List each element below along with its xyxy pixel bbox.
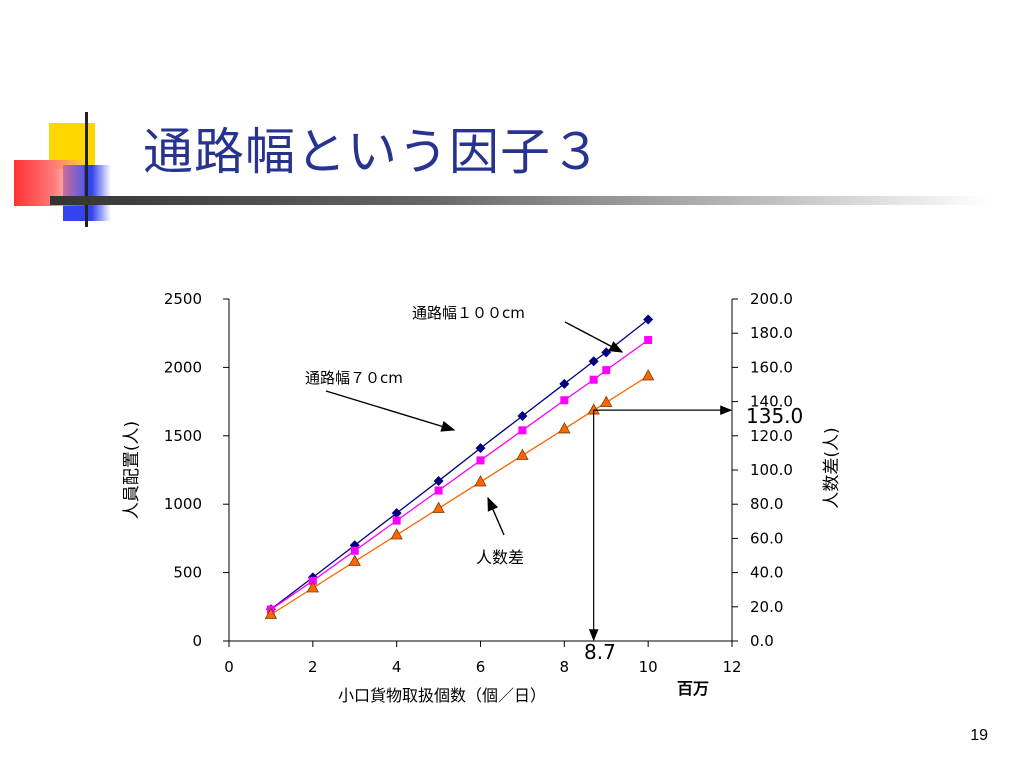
x-axis-unit: 百万: [677, 679, 709, 698]
x-axis-label: 小口貨物取扱個数（個／日）: [338, 686, 546, 705]
title-underline: [50, 196, 990, 205]
y-axis-left-label: 人員配置(人): [122, 421, 142, 519]
y-right-tick-label: 120.0: [750, 427, 793, 445]
data-point: [264, 607, 278, 619]
y-left-tick-label: 1500: [164, 427, 202, 445]
arrow-100cm: [564, 321, 624, 353]
x-tick-label: 2: [308, 658, 318, 676]
x-tick-label: 6: [476, 658, 486, 676]
data-point: [644, 336, 653, 345]
data-point: [518, 426, 527, 435]
x-tick-label: 10: [639, 658, 658, 676]
data-point: [517, 410, 528, 421]
y-right-tick-label: 100.0: [750, 461, 793, 479]
x-tick-label: 4: [392, 658, 402, 676]
label-series-100cm: 通路幅１００cm: [412, 304, 525, 322]
data-point: [600, 395, 613, 407]
y-right-tick-label: 160.0: [750, 358, 793, 376]
y-left-tick-label: 500: [173, 564, 202, 582]
y-left-tick-label: 0: [192, 632, 202, 650]
data-point: [588, 356, 599, 367]
data-point: [516, 448, 529, 460]
data-point: [434, 486, 443, 495]
data-point: [433, 475, 444, 486]
arrow-70cm: [325, 390, 456, 432]
y-right-tick-label: 180.0: [750, 324, 793, 342]
slide-title: 通路幅という因子３: [143, 123, 602, 181]
page-number: 19: [970, 727, 988, 744]
label-series-70cm: 通路幅７０cm: [305, 369, 403, 387]
y-axis-right-label: 人数差(人): [822, 427, 842, 508]
y-right-tick-label: 140.0: [750, 393, 793, 411]
data-point: [475, 443, 486, 454]
data-point: [589, 375, 598, 384]
x-tick-label: 0: [224, 658, 234, 676]
data-point: [476, 456, 485, 465]
data-point: [432, 501, 445, 513]
deco-vertical-line: [85, 112, 88, 227]
y-right-tick-label: 0.0: [750, 632, 774, 650]
label-series-diff: 人数差: [476, 548, 524, 567]
data-point: [306, 581, 320, 593]
data-point: [558, 422, 571, 434]
data-point: [643, 314, 654, 325]
y-readout-label: 135.0: [746, 404, 803, 428]
arrow-diff: [487, 496, 505, 536]
x-readout-label: 8.7: [584, 640, 616, 664]
data-point: [350, 546, 359, 555]
data-point: [392, 516, 401, 525]
y-right-tick-label: 200.0: [750, 290, 793, 308]
data-point: [348, 554, 361, 566]
data-point: [391, 508, 402, 519]
y-left-tick-label: 2500: [164, 290, 202, 308]
data-point: [308, 576, 317, 585]
data-point: [390, 528, 403, 540]
y-left-tick-label: 2000: [164, 358, 202, 376]
y-right-tick-label: 40.0: [750, 564, 783, 582]
data-point: [641, 369, 655, 381]
y-left-tick-label: 1000: [164, 495, 202, 513]
data-point: [559, 378, 570, 389]
x-tick-label: 8: [560, 658, 570, 676]
y-right-tick-label: 20.0: [750, 598, 783, 616]
data-point: [474, 475, 487, 487]
data-point: [560, 396, 569, 405]
x-tick-label: 12: [722, 658, 741, 676]
data-point: [602, 366, 611, 375]
y-right-tick-label: 80.0: [750, 495, 783, 513]
y-right-tick-label: 60.0: [750, 529, 783, 547]
